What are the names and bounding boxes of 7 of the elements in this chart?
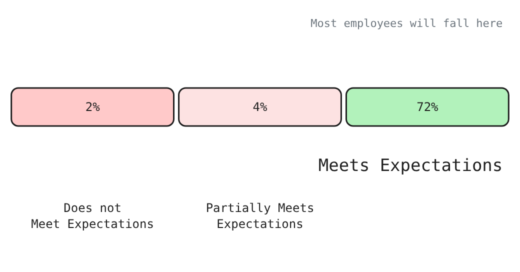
text: Most employees will fall here <box>310 17 503 30</box>
category-label: Partially Meets Expectations <box>206 201 314 231</box>
data-label: 2% <box>85 100 101 114</box>
data-label: 4% <box>252 100 268 114</box>
category-label: Does not Meet Expectations <box>31 201 154 231</box>
category-label: Meets Expectations <box>318 156 503 176</box>
data-label: 72% <box>416 100 440 114</box>
